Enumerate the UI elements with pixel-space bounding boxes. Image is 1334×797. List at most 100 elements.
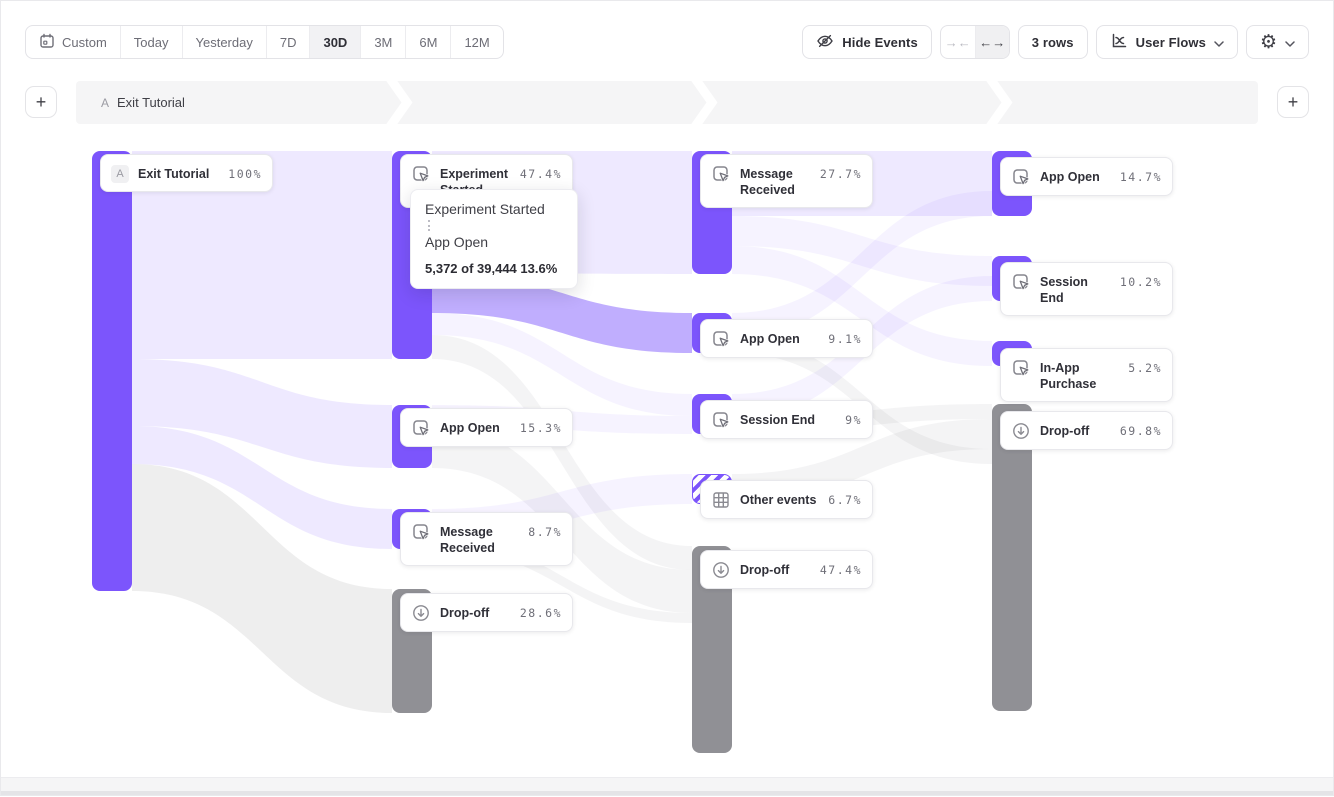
date-range-today[interactable]: Today (119, 26, 182, 58)
event-click-icon (1011, 358, 1032, 378)
flow-card-drop-off-2[interactable]: Drop-off 28.6% (400, 593, 573, 632)
settings-dropdown[interactable]: ⚙ (1245, 25, 1309, 59)
date-range-30d[interactable]: 30D (309, 26, 361, 58)
date-range-label: 12M (464, 34, 490, 50)
date-range-control: Custom Today Yesterday 7D 30D 3M 6M 12M (25, 25, 504, 59)
node-label: Session End (740, 413, 816, 427)
flow-bar-drop-off-4[interactable] (992, 404, 1032, 711)
node-label: In-App Purchase (1040, 361, 1097, 392)
node-percentage: 15.3% (519, 421, 562, 435)
flow-link-message-received-3-to-in-app-purchase-4[interactable] (732, 246, 992, 366)
flow-link-exit-tutorial-to-experiment-started[interactable] (132, 151, 392, 359)
eye-off-icon (816, 32, 834, 53)
add-step-after-button[interactable]: + (1277, 86, 1309, 118)
flow-card-drop-off-4[interactable]: Drop-off 69.8% (1000, 411, 1173, 450)
event-click-icon (411, 164, 432, 184)
date-range-12m[interactable]: 12M (450, 26, 502, 58)
node-label: Message Received (740, 167, 795, 198)
flow-card-drop-off-3[interactable]: Drop-off 47.4% (700, 550, 873, 589)
node-label: Session End (1040, 275, 1088, 306)
flow-card-message-received-2[interactable]: Message Received 8.7% (400, 512, 573, 566)
flow-bar-exit-tutorial[interactable] (92, 151, 132, 591)
flow-card-app-open-2[interactable]: App Open 15.3% (400, 408, 573, 447)
step-label: Exit Tutorial (117, 95, 185, 110)
node-label: Drop-off (740, 563, 790, 577)
toolbar-actions: Hide Events →← ←→ 3 rows User Flows ⚙ (802, 25, 1309, 59)
date-range-yesterday[interactable]: Yesterday (181, 26, 266, 58)
flow-card-app-open-4[interactable]: App Open 14.7% (1000, 157, 1173, 196)
flow-card-app-open-3[interactable]: App Open 9.1% (700, 319, 873, 358)
gear-icon: ⚙ (1259, 30, 1277, 53)
node-percentage: 9.1% (828, 332, 862, 346)
node-percentage: 27.7% (819, 167, 862, 181)
hide-events-button[interactable]: Hide Events (802, 25, 932, 59)
tooltip-stats: 5,372 of 39,444 13.6% (425, 261, 558, 276)
tooltip-connector (428, 220, 430, 231)
calendar-icon (39, 33, 55, 52)
flow-card-session-end-3[interactable]: Session End 9% (700, 400, 873, 439)
flow-card-in-app-purchase-4[interactable]: In-App Purchase 5.2% (1000, 348, 1173, 402)
user-flows-icon (1110, 32, 1128, 53)
node-percentage: 6.7% (828, 493, 862, 507)
step-breadcrumb-bar[interactable]: A Exit Tutorial (76, 81, 1258, 124)
date-range-6m[interactable]: 6M (405, 26, 450, 58)
toolbar: Custom Today Yesterday 7D 30D 3M 6M 12M Hide Ev… (25, 25, 1309, 59)
chevron-down-icon (1285, 35, 1295, 50)
event-click-icon (411, 522, 432, 542)
flow-link-experiment-started-to-drop-off-3[interactable] (432, 335, 692, 570)
horizontal-scrollbar-track[interactable] (1, 777, 1333, 791)
step-separator-chevron (691, 81, 718, 124)
add-step-before-button[interactable]: + (25, 86, 57, 118)
date-range-label: 3M (374, 34, 393, 50)
drop-off-icon (1011, 421, 1031, 441)
node-percentage: 10.2% (1119, 275, 1162, 289)
expand-columns-button[interactable]: ←→ (974, 26, 1009, 58)
node-percentage: 5.2% (1128, 361, 1162, 375)
flow-link-message-received-2-to-drop-off-3[interactable] (432, 539, 692, 623)
date-range-label: 6M (419, 34, 438, 50)
flow-card-exit-tutorial[interactable]: A Exit Tutorial 100% (100, 154, 273, 192)
view-type-dropdown[interactable]: User Flows (1095, 25, 1238, 59)
flow-link-experiment-started-to-app-open-3[interactable] (432, 273, 692, 353)
step-a-badge: A (111, 165, 129, 183)
flow-link-experiment-started-to-session-end-3[interactable] (432, 313, 692, 416)
flow-link-exit-tutorial-to-drop-off-2[interactable] (132, 464, 392, 713)
flow-link-message-received-3-to-session-end-4[interactable] (732, 216, 992, 286)
date-range-7d[interactable]: 7D (265, 26, 310, 58)
node-percentage: 47.4% (519, 167, 562, 181)
date-range-label: Yesterday (195, 34, 253, 50)
date-range-3m[interactable]: 3M (360, 26, 405, 58)
horizontal-scrollbar-thumb[interactable] (1, 791, 1333, 795)
chevron-down-icon (1214, 35, 1224, 50)
node-percentage: 28.6% (519, 606, 562, 620)
flow-card-message-received-3[interactable]: Message Received 27.7% (700, 154, 873, 208)
date-range-label: 7D (279, 34, 297, 50)
date-range-custom[interactable]: Custom (26, 26, 120, 58)
node-label: App Open (1040, 170, 1100, 184)
date-range-group: Custom Today Yesterday 7D 30D 3M 6M 12M (25, 25, 504, 59)
node-percentage: 69.8% (1119, 424, 1162, 438)
drop-off-icon (411, 603, 431, 623)
step-badge: A (101, 95, 110, 110)
step-separator-chevron (986, 81, 1013, 124)
collapse-columns-button[interactable]: →← (944, 34, 971, 50)
rows-button[interactable]: 3 rows (1017, 25, 1088, 59)
node-label: Message Received (440, 525, 495, 556)
node-label: App Open (440, 421, 500, 435)
flow-link-app-open-3-to-app-open-4[interactable] (732, 191, 992, 338)
tooltip-to-event: App Open (425, 234, 489, 250)
flow-link-exit-tutorial-to-app-open-2[interactable] (132, 359, 392, 468)
step-header-row: + A Exit Tutorial + (25, 81, 1309, 124)
event-click-icon (711, 410, 732, 430)
node-label: Drop-off (1040, 424, 1090, 438)
flow-card-other-events-3[interactable]: Other events 6.7% (700, 480, 873, 519)
tooltip-from-event: Experiment Started (425, 201, 545, 217)
event-click-icon (711, 164, 732, 184)
flow-link-exit-tutorial-to-message-received-2[interactable] (132, 426, 392, 549)
date-range-label: 30D (323, 34, 348, 50)
flow-card-session-end-4[interactable]: Session End 10.2% (1000, 262, 1173, 316)
event-click-icon (411, 418, 432, 438)
node-percentage: 14.7% (1119, 170, 1162, 184)
